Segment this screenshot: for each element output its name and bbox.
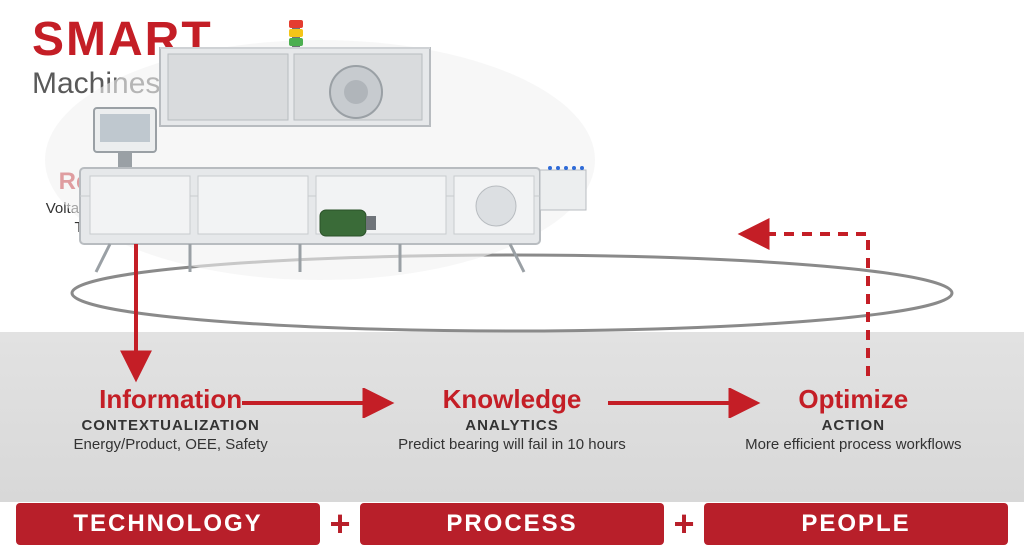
pillar-desc: More efficient process workflows xyxy=(703,436,1003,453)
bar-people: PEOPLE xyxy=(704,503,1008,545)
arrow-knowledge-to-optimize xyxy=(604,388,764,418)
plus-icon: + xyxy=(664,503,704,545)
plus-icon: + xyxy=(320,503,360,545)
pillar-desc: Energy/Product, OEE, Safety xyxy=(21,436,321,453)
pillar-desc: Predict bearing will fail in 10 hours xyxy=(362,436,662,453)
pillar-subtitle: CONTEXTUALIZATION xyxy=(21,417,321,434)
bar-technology: TECHNOLOGY xyxy=(16,503,320,545)
pillar-subtitle: ACTION xyxy=(703,417,1003,434)
bottom-bars: TECHNOLOGY + PROCESS + PEOPLE xyxy=(16,503,1008,545)
pillars-row: Information CONTEXTUALIZATION Energy/Pro… xyxy=(0,384,1024,453)
arrow-optimize-feedback xyxy=(0,0,1024,559)
arrow-information-to-knowledge xyxy=(238,388,398,418)
bar-process: PROCESS xyxy=(360,503,664,545)
pillar-subtitle: ANALYTICS xyxy=(362,417,662,434)
